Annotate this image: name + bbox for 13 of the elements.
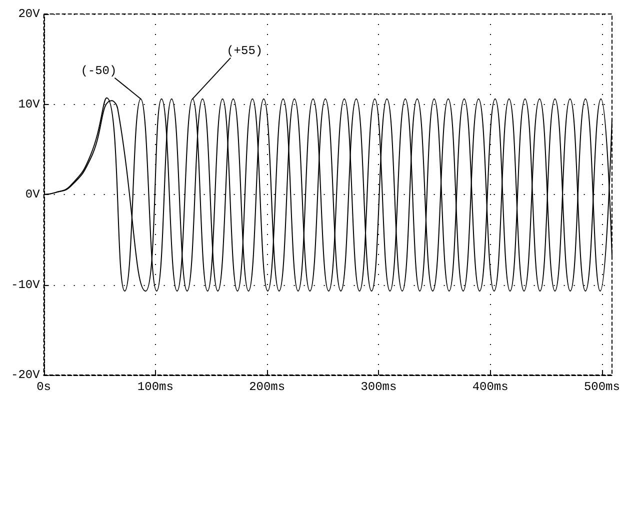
x-tick-label: 300ms [360, 380, 397, 394]
y-tick-label: 20V [18, 7, 41, 21]
x-tick-label: 200ms [249, 380, 286, 394]
y-tick-label: 10V [18, 97, 41, 112]
y-tick-label: -20V [10, 368, 41, 382]
x-tick-label: 0s [36, 380, 52, 394]
annotation: (-50) [80, 64, 117, 78]
y-tick-label: 0V [25, 188, 41, 202]
x-tick-label: 100ms [137, 380, 174, 394]
x-tick-label: 500ms [584, 380, 620, 394]
x-tick-label: 400ms [472, 380, 508, 394]
annotation: (+55) [226, 44, 263, 58]
y-tick-label: -10V [10, 278, 41, 292]
